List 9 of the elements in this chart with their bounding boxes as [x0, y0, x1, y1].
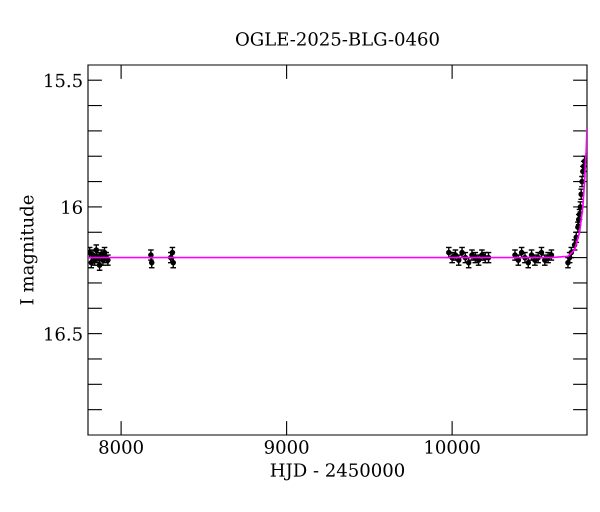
x-axis-title: HJD - 2450000: [270, 463, 404, 480]
y-tick-label: 15.5: [45, 74, 82, 88]
x-tick-label: 8000: [99, 440, 143, 454]
x-tick-label: 9000: [264, 440, 308, 454]
chart-title: OGLE-2025-BLG-0460: [236, 32, 439, 46]
y-axis-title: I magnitude: [20, 195, 38, 304]
y-tick-label: 16: [62, 200, 82, 214]
x-tick-label: 10000: [426, 440, 480, 454]
y-tick-label: 16.5: [45, 327, 82, 341]
